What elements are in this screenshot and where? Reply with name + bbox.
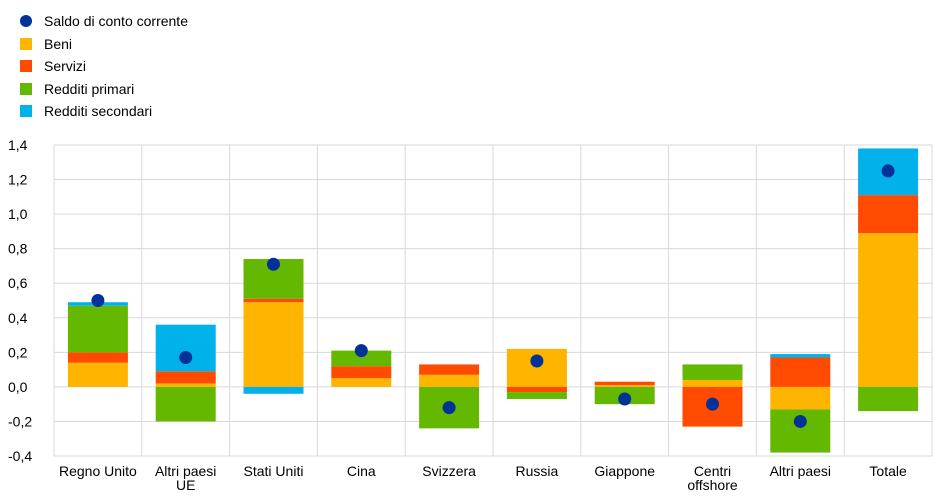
- bar-segment-beni: [858, 233, 919, 387]
- y-tick-label: 1,0: [8, 206, 28, 222]
- bar-segment-servizi: [155, 371, 216, 384]
- bar-segment-servizi: [331, 366, 392, 379]
- balance-point: [179, 351, 193, 365]
- bar-segment-redditi-primari: [506, 392, 567, 399]
- legend-item-saldo: Saldo di conto corrente: [20, 10, 188, 33]
- bar-segment-redditi-secondari: [155, 324, 216, 372]
- legend-label-beni: Beni: [44, 35, 73, 52]
- bar-segment-redditi-primari: [67, 305, 128, 353]
- balance-point: [706, 397, 719, 411]
- bar-segment-beni: [331, 378, 392, 387]
- x-tick-label: Regno Unito: [59, 463, 137, 479]
- legend-item-redditi-secondari: Redditi secondari: [20, 100, 188, 123]
- y-tick-label: 0,6: [8, 275, 28, 291]
- bar-segment-beni: [594, 385, 655, 387]
- bar-segment-redditi-secondari: [243, 386, 304, 394]
- bar-segment-redditi-secondari: [770, 354, 831, 358]
- y-tick-label: 0,2: [8, 344, 28, 360]
- legend-marker-beni: [20, 37, 32, 50]
- balance-point: [618, 392, 632, 406]
- balance-point: [442, 401, 456, 415]
- x-tick-label: Altri paesi: [770, 463, 831, 479]
- bar-segment-beni: [682, 379, 743, 387]
- x-tick-label: Totale: [869, 463, 907, 479]
- x-tick-label: Cina: [347, 463, 376, 479]
- bar-segment-redditi-primari: [155, 386, 216, 422]
- x-tick-label: Russia: [516, 463, 559, 479]
- bar-segment-redditi-primari: [858, 386, 919, 412]
- y-tick-label: 1,4: [8, 137, 28, 153]
- bar-segment-servizi: [506, 386, 567, 393]
- balance-point: [881, 164, 895, 178]
- legend-marker-redditi-secondari: [20, 105, 32, 118]
- bar-segment-servizi: [594, 381, 655, 386]
- bar-segment-beni: [419, 374, 480, 387]
- y-tick-label: 0,0: [8, 379, 28, 395]
- y-tick-label: 0,8: [8, 241, 28, 257]
- x-tick-label: Centri offshore: [687, 463, 738, 493]
- balance-point: [267, 257, 280, 271]
- bar-segment-servizi: [770, 357, 831, 387]
- bar-segment-beni: [155, 383, 216, 387]
- legend-marker-redditi-primari: [20, 82, 32, 95]
- bar-segment-servizi: [419, 364, 480, 375]
- legend-label-servizi: Servizi: [44, 58, 87, 75]
- legend-marker-servizi: [20, 60, 32, 73]
- bar-segment-servizi: [67, 352, 128, 363]
- chart-legend: Saldo di conto corrente Beni Servizi Red…: [20, 10, 188, 123]
- bar-segment-beni: [243, 302, 304, 387]
- balance-point: [793, 414, 807, 428]
- y-tick-label: 1,2: [8, 172, 28, 188]
- bar-segment-beni: [67, 362, 128, 387]
- legend-label-redditi-secondari: Redditi secondari: [44, 103, 153, 120]
- y-tick-label: 0,4: [8, 310, 28, 326]
- legend-label-saldo: Saldo di conto corrente: [44, 13, 188, 30]
- x-tick-label: Altri paesi UE: [155, 463, 216, 493]
- balance-point: [530, 354, 544, 368]
- legend-label-redditi-primari: Redditi primari: [44, 80, 135, 97]
- x-tick-label: Stati Uniti: [244, 463, 304, 479]
- bar-segment-redditi-primari: [331, 350, 392, 367]
- legend-item-servizi: Servizi: [20, 55, 188, 78]
- x-tick-label: Svizzera: [422, 463, 476, 479]
- balance-point: [91, 294, 105, 307]
- y-tick-label: -0,4: [8, 448, 32, 464]
- legend-item-redditi-primari: Redditi primari: [20, 78, 188, 101]
- bar-segment-redditi-primari: [682, 364, 743, 380]
- x-tick-label: Giappone: [594, 463, 655, 479]
- legend-item-beni: Beni: [20, 33, 188, 56]
- bar-segment-beni: [770, 386, 831, 410]
- bar-segment-servizi: [243, 298, 304, 303]
- bar-segment-servizi: [858, 195, 919, 234]
- legend-marker-saldo: [20, 15, 32, 28]
- y-tick-label: -0,2: [8, 413, 32, 429]
- balance-point: [354, 344, 368, 358]
